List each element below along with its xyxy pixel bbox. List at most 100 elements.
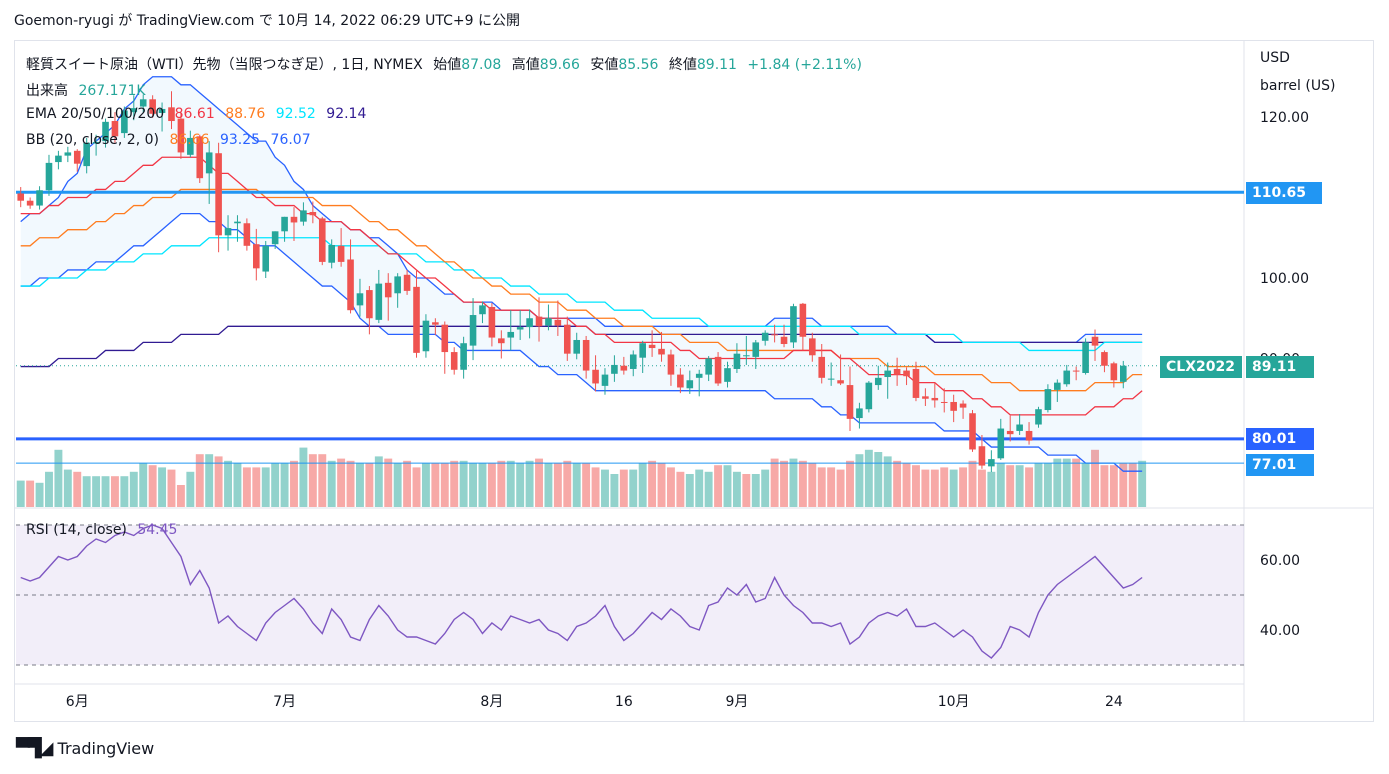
footer[interactable]: ▀▜◢ TradingView	[16, 738, 154, 759]
volume-bar	[836, 469, 845, 507]
candle-body	[498, 338, 505, 344]
candle-body	[799, 303, 807, 337]
volume-bar	[205, 454, 214, 507]
volume-bar	[912, 465, 920, 507]
candle-body	[1119, 365, 1127, 382]
volume-label: 出来高	[26, 83, 68, 99]
publish-header: Goemon-ryugi が TradingView.com で 10月 14,…	[14, 13, 520, 29]
candle-body	[1054, 382, 1061, 390]
volume-bar	[478, 463, 487, 507]
volume-bar	[110, 476, 119, 507]
volume-bar	[949, 469, 958, 507]
volume-bar	[921, 469, 930, 507]
candle-body	[318, 218, 326, 262]
candle-body	[196, 136, 204, 179]
candle-body	[743, 355, 750, 357]
candle-body	[809, 338, 816, 356]
candle-body	[375, 283, 383, 320]
volume-bar	[337, 458, 346, 507]
volume-bar	[798, 460, 807, 507]
volume-bar	[252, 467, 261, 507]
candle-body	[300, 210, 307, 222]
volume-bar	[92, 476, 101, 507]
candle-body	[874, 377, 882, 386]
candle-body	[479, 305, 486, 315]
candle-body	[102, 121, 109, 142]
rsi-line	[20, 524, 1143, 659]
volume-bar	[271, 463, 280, 507]
price-label-80: 80.01	[1246, 428, 1314, 450]
candle-body	[818, 356, 826, 378]
volume-bar	[987, 471, 996, 507]
close-label: 終値	[668, 57, 697, 73]
ema100-line	[20, 237, 1143, 352]
volume-bar	[676, 471, 685, 507]
candle-body	[26, 200, 34, 206]
volume-bar	[770, 458, 779, 507]
legend-ema: EMA 20/50/100/200 86.61 88.76 92.52 92.1…	[26, 106, 372, 122]
candle-body	[997, 428, 1005, 459]
volume-bar	[365, 463, 374, 507]
volume-bar	[120, 476, 129, 507]
volume-bar	[535, 458, 543, 507]
legend-rsi: RSI (14, close) 54.45	[26, 522, 183, 538]
volume-bar	[666, 467, 675, 507]
candle-body	[413, 286, 420, 353]
rsi-label: RSI (14, close)	[26, 522, 127, 538]
price-tick-label: 100.00	[1260, 271, 1309, 287]
candle-body	[92, 141, 100, 144]
candle-body	[168, 107, 175, 122]
candle-body	[422, 320, 430, 352]
volume-bar	[384, 458, 393, 507]
candle-body	[535, 316, 543, 327]
candle-body	[281, 216, 288, 232]
volume-bar	[1091, 449, 1099, 507]
candle-body	[177, 118, 185, 153]
time-tick-label: 10月	[938, 694, 970, 710]
candle-body	[271, 231, 279, 245]
volume-bar	[846, 460, 854, 507]
volume-bar	[129, 471, 138, 507]
volume-bar	[817, 467, 826, 507]
candle-body	[516, 327, 524, 330]
candle-body	[121, 110, 128, 134]
ema100-value: 92.52	[275, 106, 316, 122]
volume-bar	[35, 482, 44, 507]
volume-bar	[16, 480, 25, 507]
volume-bar	[959, 467, 968, 507]
candle-body	[17, 193, 25, 201]
candle-body	[545, 318, 552, 326]
candle-body	[432, 322, 439, 325]
candle-body	[139, 99, 147, 107]
candle-body	[356, 293, 364, 306]
candle-body	[705, 358, 712, 375]
candle-body	[441, 324, 449, 353]
candle-body	[780, 336, 788, 345]
volume-bar	[497, 460, 506, 507]
candle-body	[554, 319, 562, 326]
volume-bar	[403, 460, 412, 507]
candle-body	[959, 403, 967, 408]
axis-currency: USD	[1260, 50, 1290, 66]
volume-bar	[73, 471, 82, 507]
volume-bar	[855, 454, 864, 507]
candle-body	[978, 446, 986, 466]
candle-body	[1044, 389, 1052, 411]
candle-body	[526, 318, 533, 328]
candle-body	[1035, 409, 1042, 425]
chart-frame[interactable]	[14, 40, 1374, 722]
volume-bar	[648, 460, 657, 507]
candle-body	[403, 274, 411, 291]
candle-body	[253, 244, 260, 269]
volume-bar	[1015, 465, 1024, 507]
legend-volume: 出来高 267.171K	[26, 80, 152, 100]
volume-bar	[1081, 463, 1090, 507]
candle-body	[686, 380, 694, 389]
volume-bar	[714, 465, 723, 507]
time-tick-label: 24	[1105, 694, 1123, 710]
candle-body	[507, 331, 515, 338]
footer-brand: TradingView	[57, 739, 155, 758]
candle-body	[733, 353, 741, 369]
candle-body	[187, 137, 194, 155]
